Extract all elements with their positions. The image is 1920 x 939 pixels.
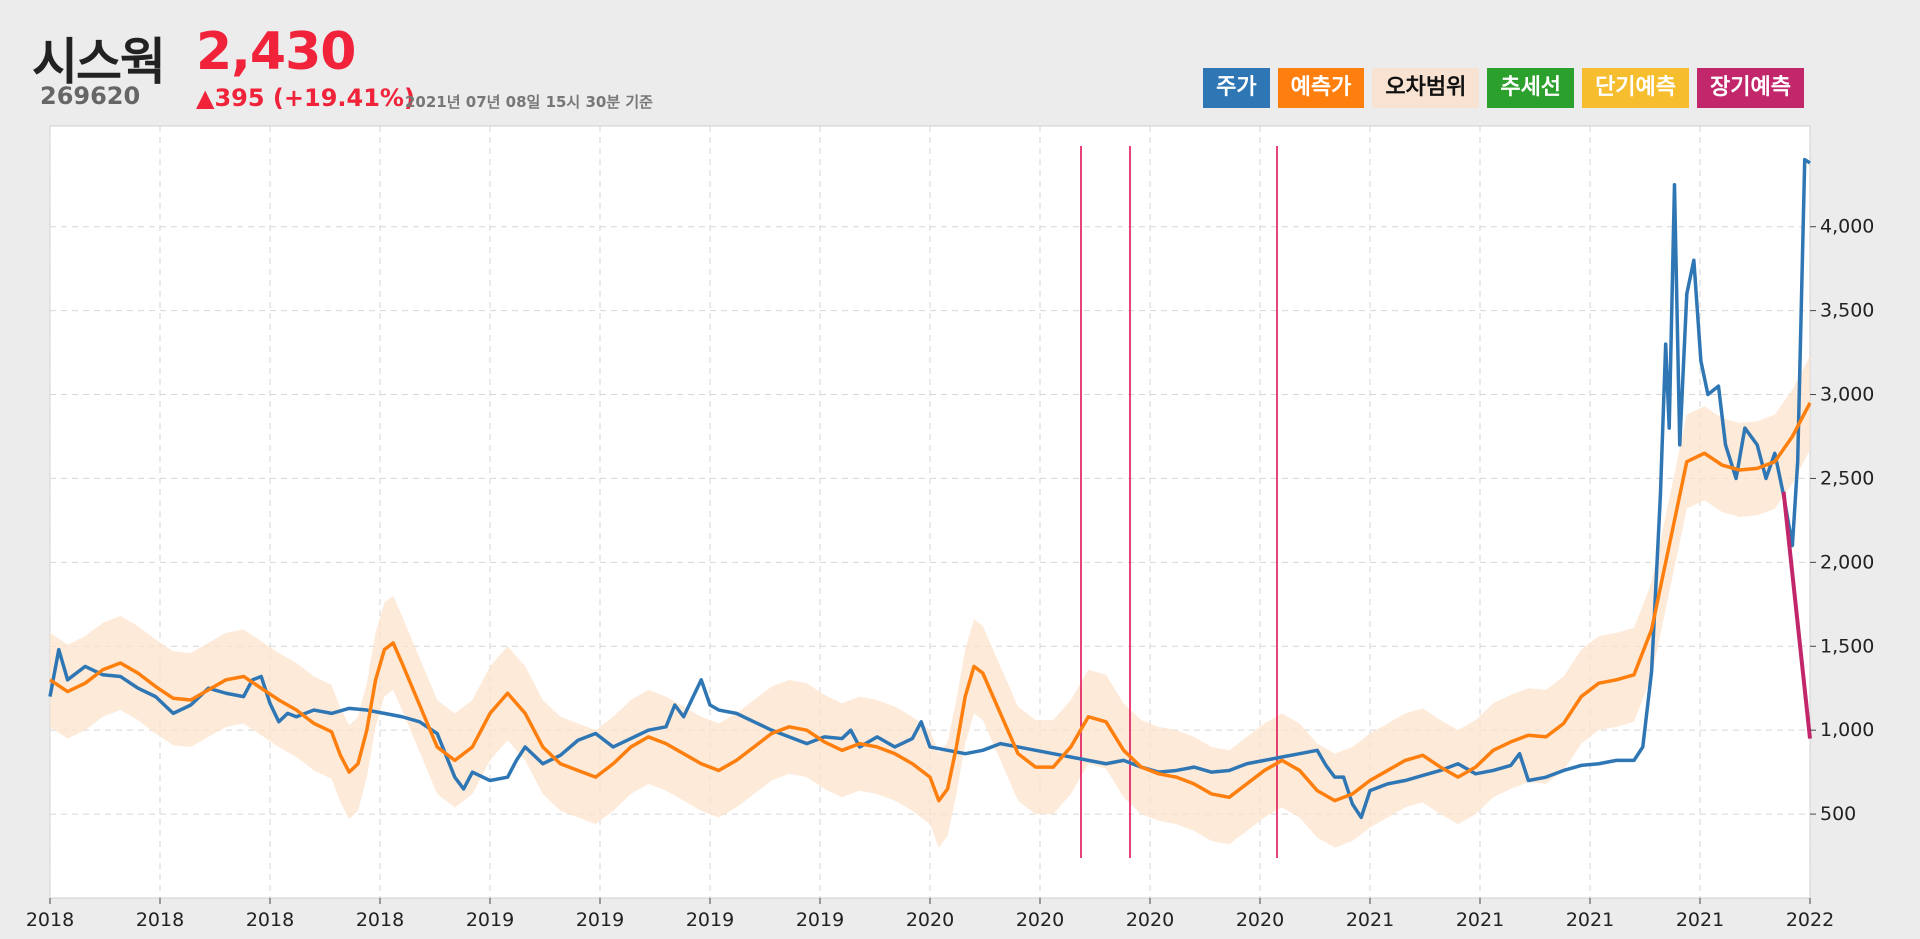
chart-legend: 주가 예측가 오차범위 추세선 단기예측 장기예측 [1203, 68, 1804, 108]
series-line-2 [49, 402, 1812, 803]
x-tick-label: 2020 [1016, 909, 1064, 931]
x-tick-label: 2022 [1786, 909, 1834, 931]
x-tick-label: 2020 [1236, 909, 1284, 931]
legend-trendline[interactable]: 추세선 [1487, 68, 1575, 108]
x-tick-label: 2021 [1456, 909, 1504, 931]
stock-code: 269620 [40, 82, 141, 110]
as-of-timestamp: 2021년 07년 08일 15시 30분 기준 [405, 93, 653, 111]
x-tick-label: 2020 [906, 909, 954, 931]
stock-header: 시스웍 2,430 269620 ▲395 (+19.41%) 2021년 07… [0, 0, 1920, 125]
legend-error-band[interactable]: 오차범위 [1372, 68, 1480, 108]
series-lines [48, 157, 1812, 820]
y-tick-label: 3,000 [1820, 384, 1874, 406]
legend-short-term[interactable]: 단기예측 [1582, 68, 1690, 108]
y-tick-label: 2,000 [1820, 551, 1874, 573]
x-tick-label: 2018 [26, 909, 74, 931]
y-axis: 500 1,000 1,500 2,000 2,500 3,000 3,500 4,000 [1810, 216, 1874, 825]
legend-forecast[interactable]: 예측가 [1277, 68, 1365, 108]
event-markers [1080, 146, 1278, 858]
price-change: ▲395 (+19.41%) [196, 84, 415, 112]
x-tick-label: 2021 [1676, 909, 1724, 931]
legend-long-term[interactable]: 장기예측 [1697, 68, 1804, 108]
series-line-1 [48, 157, 1811, 820]
stock-price: 2,430 [196, 22, 356, 82]
y-tick-label: 1,000 [1820, 719, 1874, 741]
error-band-area [50, 355, 1810, 848]
x-tick-label: 2018 [136, 909, 184, 931]
y-tick-label: 500 [1820, 803, 1856, 825]
y-tick-label: 3,500 [1820, 300, 1874, 322]
x-tick-label: 2020 [1126, 909, 1174, 931]
x-tick-label: 2018 [356, 909, 404, 931]
x-tick-label: 2019 [466, 909, 514, 931]
x-tick-label: 2019 [796, 909, 844, 931]
x-tick-label: 2021 [1566, 909, 1614, 931]
x-tick-label: 2018 [246, 909, 294, 931]
x-tick-label: 2019 [686, 909, 734, 931]
stock-name: 시스웍 [32, 33, 166, 91]
error-band [50, 355, 1810, 848]
y-tick-label: 2,500 [1820, 467, 1874, 489]
series-line-3 [1781, 491, 1812, 739]
x-tick-label: 2019 [576, 909, 624, 931]
x-tick-label: 2021 [1346, 909, 1394, 931]
grid-lines [49, 126, 1811, 898]
legend-price[interactable]: 주가 [1203, 68, 1270, 108]
x-axis: 2018 2018 2018 2018 2019 2019 2019 2019 2020 2020… [26, 898, 1834, 931]
y-tick-label: 4,000 [1820, 216, 1874, 238]
y-tick-label: 1,500 [1820, 635, 1874, 657]
